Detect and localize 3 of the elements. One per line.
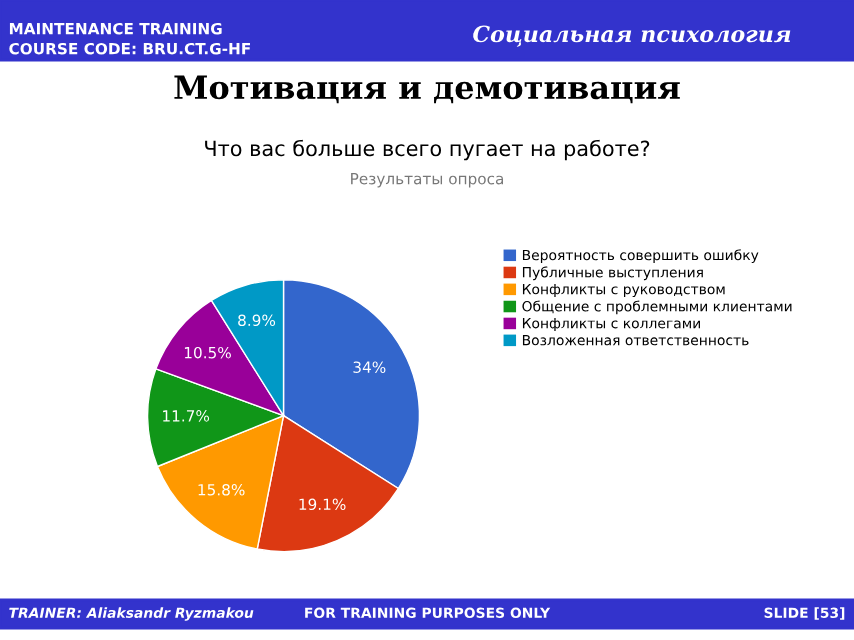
chart-title: Что вас больше всего пугает на работе? [205, 139, 650, 161]
text: Мотивация и демотивация [174, 75, 680, 104]
text: Социальная психология [473, 25, 791, 47]
